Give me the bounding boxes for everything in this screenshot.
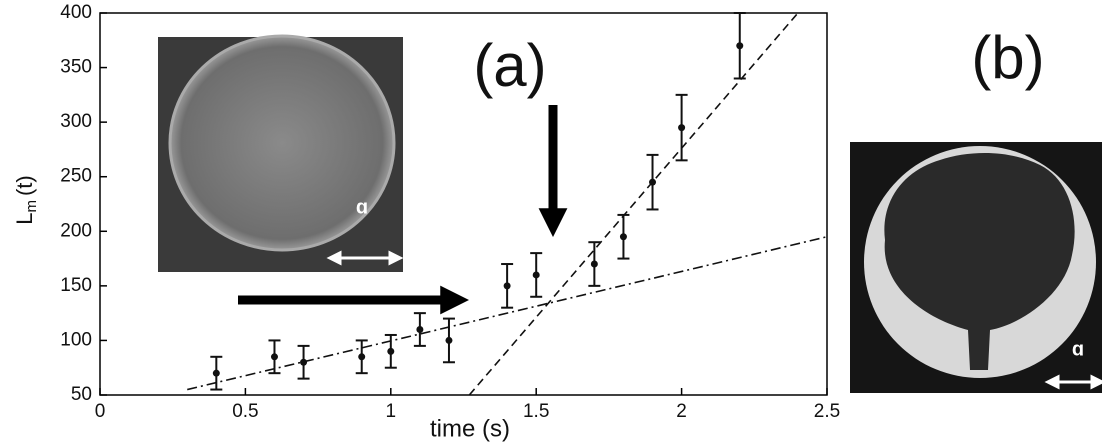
data-point — [300, 358, 308, 366]
y-tick-label: 200 — [60, 220, 92, 241]
y-label-main: L — [12, 213, 37, 225]
y-tick-label: 350 — [60, 57, 92, 78]
x-tick-label: 2 — [676, 401, 687, 422]
y-tick-label: 250 — [60, 166, 92, 187]
data-point — [678, 124, 686, 132]
y-tick-label: 100 — [60, 329, 92, 350]
panel-label: (a) — [473, 32, 546, 99]
y-axis-label: Lm (t) — [12, 175, 40, 225]
data-point — [445, 336, 453, 344]
data-point — [270, 353, 278, 361]
data-point — [590, 260, 598, 268]
data-point — [619, 233, 627, 241]
data-point — [736, 42, 744, 50]
data-point — [532, 271, 540, 279]
x-tick-label: 0.5 — [232, 401, 258, 422]
inset-label: ɑ — [1072, 338, 1084, 360]
data-point — [416, 326, 424, 334]
data-point — [649, 178, 657, 186]
inset-pattern — [884, 153, 1075, 370]
fit-line — [187, 235, 827, 391]
inset-label: ɑ — [356, 196, 368, 218]
plot-area: 50 100 150 200 250 300 350 400 0 0.5 1 1.5 2 2.5 — [60, 2, 840, 422]
x-tick-label: 1 — [386, 401, 397, 422]
y-label-sub: m — [23, 200, 40, 213]
inset-b: ɑ — [850, 142, 1102, 393]
y-label-rest: (t) — [12, 175, 37, 196]
data-point — [212, 369, 220, 377]
data-point — [358, 353, 366, 361]
y-tick-label: 50 — [71, 384, 92, 405]
panel-label: (b) — [971, 24, 1044, 91]
x-tick-label: 1.5 — [523, 401, 549, 422]
plot-frame — [99, 12, 828, 396]
inset-disc — [168, 34, 396, 252]
y-tick-label: 150 — [60, 275, 92, 296]
x-axis-label: time (s) — [430, 415, 510, 442]
data-point — [503, 282, 511, 290]
fit-line — [468, 13, 799, 395]
y-tick-label: 400 — [60, 2, 92, 23]
x-tick-label: 2.5 — [814, 401, 840, 422]
inset-a: ɑ — [158, 34, 404, 272]
x-tick-label: 0 — [95, 401, 106, 422]
y-tick-label: 300 — [60, 111, 92, 132]
data-point — [387, 347, 395, 355]
